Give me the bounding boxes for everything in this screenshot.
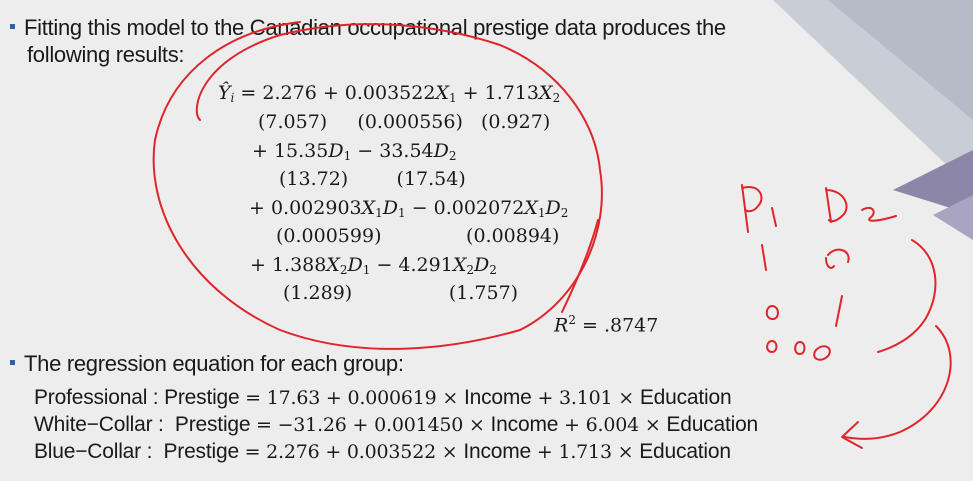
equation-line-4: + 1.388X2D1 − 4.291X2D2	[250, 254, 497, 277]
standard-errors-2: (13.72) (17.54)	[279, 168, 466, 190]
equation-line-1: Ŷi = 2.276 + 0.003522X1 + 1.713X2	[218, 82, 561, 105]
bullet1-line2: following results:	[27, 42, 185, 67]
slide-corner-decoration	[773, 0, 973, 240]
group-equation-professional: Professional : Prestige = 17.63 + 0.0006…	[34, 386, 732, 409]
bullet1-line1: Fitting this model to the Canadian occup…	[24, 15, 726, 40]
ink-stroke-to-r2	[561, 219, 599, 313]
bullet-marker	[10, 359, 15, 365]
r-squared: R2 = .8747	[554, 313, 659, 337]
standard-errors-4: (1.289) (1.757)	[283, 282, 519, 304]
standard-errors-3: (0.000599) (0.00894)	[276, 225, 560, 247]
bullet-group-equations: The regression equation for each group:	[10, 350, 404, 377]
equation-line-3: + 0.002903X1D1 − 0.002072X1D2	[249, 197, 569, 220]
group-equation-white-collar: White−Collar : Prestige = −31.26 + 0.001…	[34, 413, 759, 436]
group-equation-blue-collar: Blue−Collar : Prestige = 2.276 + 0.00352…	[34, 440, 731, 463]
bullet-marker	[10, 23, 15, 29]
equation-line-2: + 15.35D1 − 33.54D2	[252, 140, 457, 163]
bullet-fitting-model: Fitting this model to the Canadian occup…	[10, 14, 726, 68]
standard-errors-1: (7.057) (0.000556) (0.927)	[258, 111, 551, 133]
bullet2-text: The regression equation for each group:	[24, 351, 404, 376]
